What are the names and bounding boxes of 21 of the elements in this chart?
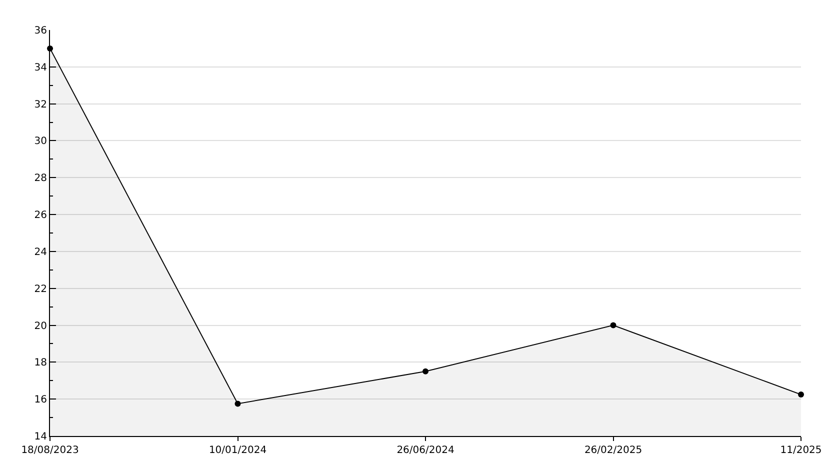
x-tick-label: 10/01/2024 <box>208 445 267 456</box>
point <box>798 391 804 398</box>
x-tick-label: 18/08/2023 <box>21 445 79 456</box>
x-tick-label: 26/02/2025 <box>584 445 642 456</box>
x-tick-label: 11/2025 <box>780 445 822 456</box>
y-tick-label: 22 <box>34 284 47 295</box>
y-tick-label: 16 <box>34 394 47 406</box>
y-tick-label: 34 <box>34 62 47 74</box>
y-tick-label: 24 <box>34 246 47 258</box>
y-tick-label: 28 <box>34 173 47 184</box>
point <box>234 400 241 407</box>
x-tick-label: 26/06/2024 <box>396 445 454 456</box>
y-tick-label: 36 <box>34 26 47 36</box>
y-tick-label: 14 <box>34 432 47 442</box>
point <box>610 322 616 328</box>
point <box>422 368 428 374</box>
y-tick-label: 20 <box>34 320 47 332</box>
y-tick-label: 32 <box>34 99 47 110</box>
y-tick-label: 26 <box>34 210 47 222</box>
y-tick-label: 18 <box>34 358 47 369</box>
y-tick-label: 30 <box>34 136 47 148</box>
